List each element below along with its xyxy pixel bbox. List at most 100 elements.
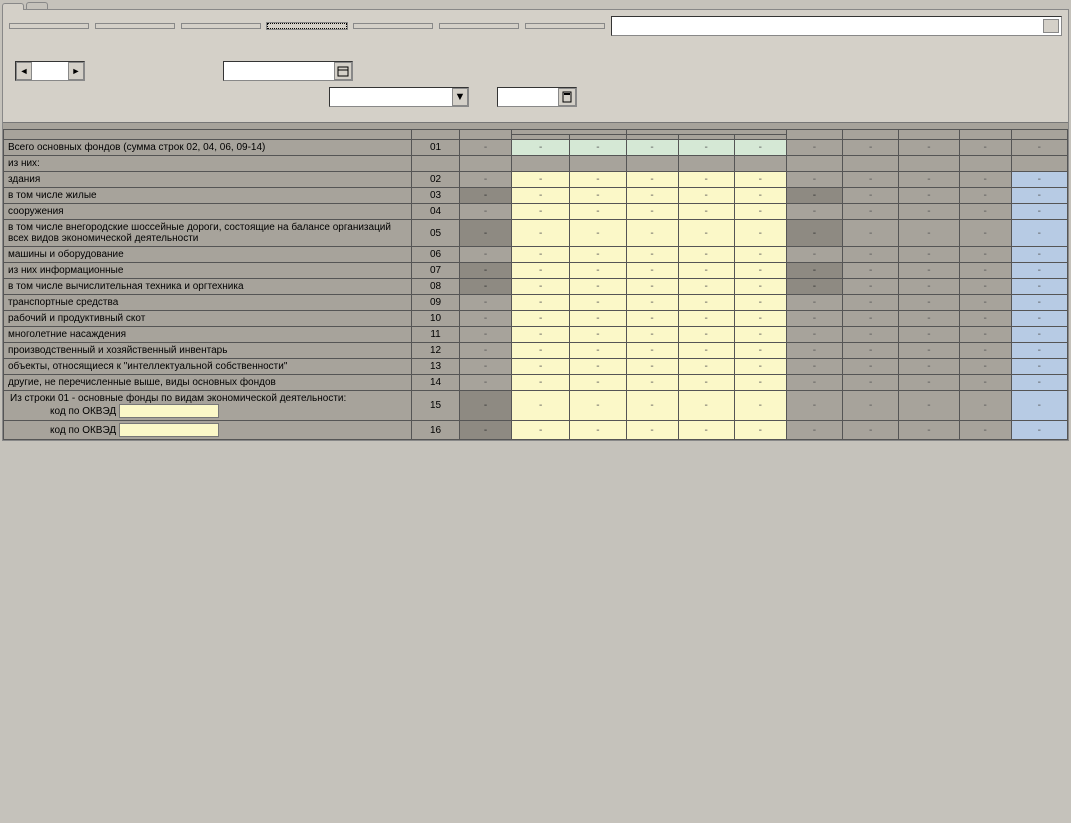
data-cell[interactable]: [512, 156, 570, 172]
data-cell[interactable]: -: [959, 327, 1011, 343]
data-cell[interactable]: -: [843, 311, 899, 327]
data-cell[interactable]: -: [899, 343, 959, 359]
data-cell[interactable]: -: [570, 327, 626, 343]
data-cell[interactable]: -: [843, 188, 899, 204]
data-cell[interactable]: -: [570, 375, 626, 391]
data-cell[interactable]: -: [626, 188, 678, 204]
data-cell[interactable]: -: [959, 263, 1011, 279]
data-cell[interactable]: -: [786, 247, 842, 263]
data-cell[interactable]: -: [734, 295, 786, 311]
data-cell[interactable]: [734, 156, 786, 172]
data-cell[interactable]: -: [512, 220, 570, 247]
data-cell[interactable]: -: [959, 140, 1011, 156]
data-cell[interactable]: -: [843, 375, 899, 391]
data-cell[interactable]: -: [678, 247, 734, 263]
data-cell[interactable]: -: [459, 375, 511, 391]
data-cell[interactable]: -: [843, 247, 899, 263]
data-cell[interactable]: -: [959, 295, 1011, 311]
data-cell[interactable]: -: [1011, 375, 1067, 391]
data-cell[interactable]: -: [786, 172, 842, 188]
tab-main[interactable]: [2, 3, 24, 10]
data-cell[interactable]: -: [1011, 172, 1067, 188]
data-cell[interactable]: -: [626, 172, 678, 188]
data-cell[interactable]: -: [734, 375, 786, 391]
data-cell[interactable]: -: [843, 391, 899, 421]
data-cell[interactable]: -: [899, 295, 959, 311]
data-cell[interactable]: -: [570, 204, 626, 220]
data-cell[interactable]: -: [843, 140, 899, 156]
data-cell[interactable]: [678, 156, 734, 172]
data-cell[interactable]: -: [459, 295, 511, 311]
data-cell[interactable]: [459, 156, 511, 172]
data-cell[interactable]: -: [626, 391, 678, 421]
data-cell[interactable]: -: [786, 204, 842, 220]
data-cell[interactable]: -: [626, 204, 678, 220]
data-cell[interactable]: -: [734, 247, 786, 263]
data-cell[interactable]: -: [678, 295, 734, 311]
data-cell[interactable]: -: [678, 311, 734, 327]
data-cell[interactable]: -: [843, 359, 899, 375]
data-cell[interactable]: -: [1011, 359, 1067, 375]
data-cell[interactable]: -: [570, 295, 626, 311]
data-cell[interactable]: -: [786, 359, 842, 375]
data-cell[interactable]: -: [626, 140, 678, 156]
variant-button[interactable]: [353, 23, 433, 29]
data-cell[interactable]: -: [626, 295, 678, 311]
data-cell[interactable]: -: [899, 279, 959, 295]
data-cell[interactable]: -: [1011, 327, 1067, 343]
data-cell[interactable]: -: [678, 263, 734, 279]
data-cell[interactable]: -: [570, 421, 626, 440]
data-cell[interactable]: -: [734, 188, 786, 204]
data-cell[interactable]: -: [786, 311, 842, 327]
data-cell[interactable]: -: [459, 359, 511, 375]
print-button[interactable]: [439, 23, 519, 29]
data-cell[interactable]: -: [512, 279, 570, 295]
data-cell[interactable]: -: [678, 279, 734, 295]
data-cell[interactable]: [899, 156, 959, 172]
data-cell[interactable]: -: [786, 327, 842, 343]
data-cell[interactable]: [1011, 156, 1067, 172]
year-prev-icon[interactable]: ◄: [16, 62, 32, 80]
data-cell[interactable]: -: [678, 220, 734, 247]
data-cell[interactable]: -: [570, 140, 626, 156]
data-cell[interactable]: -: [459, 140, 511, 156]
data-cell[interactable]: -: [459, 327, 511, 343]
data-cell[interactable]: -: [678, 391, 734, 421]
data-cell[interactable]: -: [899, 247, 959, 263]
unit-select[interactable]: ▼: [329, 87, 469, 107]
data-cell[interactable]: -: [459, 279, 511, 295]
data-cell[interactable]: -: [786, 421, 842, 440]
data-cell[interactable]: -: [459, 391, 511, 421]
data-cell[interactable]: -: [786, 391, 842, 421]
data-cell[interactable]: -: [734, 220, 786, 247]
data-cell[interactable]: -: [959, 247, 1011, 263]
data-cell[interactable]: -: [570, 188, 626, 204]
data-cell[interactable]: -: [459, 311, 511, 327]
data-cell[interactable]: -: [843, 343, 899, 359]
data-cell[interactable]: -: [843, 327, 899, 343]
data-cell[interactable]: -: [899, 311, 959, 327]
data-cell[interactable]: -: [626, 421, 678, 440]
data-cell[interactable]: -: [959, 343, 1011, 359]
toolbar-search-input[interactable]: [611, 16, 1062, 36]
data-cell[interactable]: -: [1011, 188, 1067, 204]
data-cell[interactable]: -: [512, 263, 570, 279]
data-cell[interactable]: -: [786, 220, 842, 247]
year-next-icon[interactable]: ►: [68, 62, 84, 80]
data-cell[interactable]: -: [512, 295, 570, 311]
data-cell[interactable]: -: [512, 140, 570, 156]
data-cell[interactable]: -: [570, 220, 626, 247]
data-cell[interactable]: -: [626, 247, 678, 263]
data-cell[interactable]: -: [570, 391, 626, 421]
data-cell[interactable]: -: [899, 204, 959, 220]
data-cell[interactable]: -: [678, 343, 734, 359]
data-cell[interactable]: -: [899, 188, 959, 204]
tab-other-settings[interactable]: [26, 2, 48, 9]
data-cell[interactable]: -: [959, 375, 1011, 391]
data-cell[interactable]: -: [512, 172, 570, 188]
sign-date-input[interactable]: [223, 61, 353, 81]
data-cell[interactable]: -: [678, 421, 734, 440]
data-cell[interactable]: -: [843, 172, 899, 188]
data-cell[interactable]: [786, 156, 842, 172]
data-cell[interactable]: -: [459, 188, 511, 204]
